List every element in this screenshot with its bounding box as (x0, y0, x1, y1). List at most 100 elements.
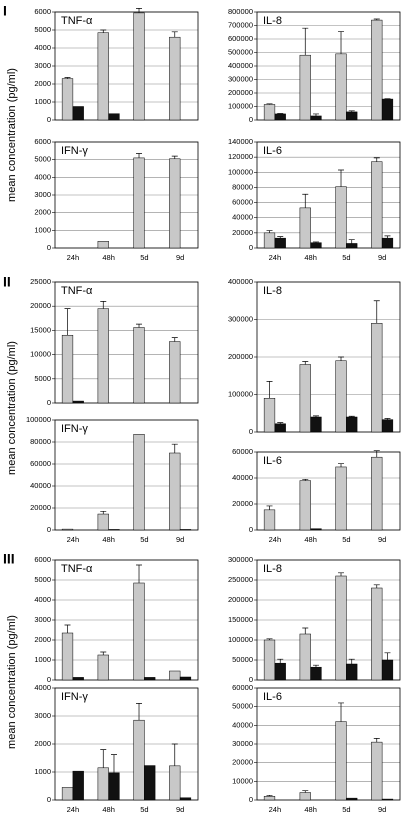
bar (72, 770, 84, 801)
plot-frame (256, 451, 401, 531)
bar (299, 54, 311, 121)
bar (61, 78, 74, 121)
error-bar (384, 652, 391, 660)
y-tick-label: 600000 (228, 34, 253, 43)
error-bar (384, 418, 391, 420)
error-bar (312, 113, 319, 116)
bar (133, 157, 145, 249)
error-bar (312, 664, 319, 668)
y-tick-label: 400000 (228, 277, 253, 286)
error-bar (373, 300, 380, 324)
error-bar (312, 241, 319, 243)
y-tick-label: 5000 (34, 374, 51, 383)
bar (371, 323, 383, 433)
x-tick-label: 24h (67, 253, 80, 262)
bar (72, 400, 84, 404)
bar (61, 334, 74, 404)
bar (97, 308, 109, 404)
bar (381, 798, 394, 801)
chart-title: IFN-γ (61, 423, 88, 435)
x-tick-label: 24h (67, 805, 80, 813)
y-axis-label: mean concentration (pg/ml) (6, 68, 18, 202)
error-bar (373, 738, 380, 743)
y-tick-label: 0 (47, 115, 51, 124)
y-tick-label: 3000 (34, 61, 51, 70)
bar (299, 364, 311, 433)
error-bar (136, 703, 143, 721)
error-bar (338, 702, 345, 722)
y-tick-label: 300000 (228, 555, 253, 564)
y-tick-label: 3000 (34, 615, 51, 624)
error-bar (100, 301, 107, 309)
error-bar (100, 29, 107, 33)
bar (310, 528, 322, 531)
bar (381, 237, 394, 249)
y-tick-label: 0 (47, 795, 51, 804)
error-bar (171, 743, 178, 766)
bar (169, 158, 181, 249)
bar (335, 575, 347, 681)
bar (335, 186, 347, 249)
y-tick-label: 4000 (34, 43, 51, 52)
chart-title: TNF-α (61, 285, 93, 297)
y-tick-label: 40000 (232, 720, 253, 729)
x-tick-label: 24h (67, 535, 80, 544)
error-bar (384, 235, 391, 239)
plot-frame (256, 687, 401, 801)
bar (97, 654, 109, 681)
y-tick-label: 0 (249, 525, 253, 534)
bar (335, 466, 347, 531)
x-tick-label: 24h (269, 805, 282, 813)
error-bar (64, 77, 71, 79)
y-tick-label: 80000 (232, 182, 253, 191)
error-bar (266, 505, 273, 510)
plot-frame (54, 559, 199, 681)
y-axis-label: mean concentration (pg/ml) (6, 615, 18, 749)
bar (169, 670, 181, 681)
y-tick-label: 2000 (34, 208, 51, 217)
y-tick-label: 200000 (228, 595, 253, 604)
x-tick-label: 5d (342, 253, 350, 262)
error-bar (373, 450, 380, 458)
bar (274, 113, 286, 121)
y-axis-label: mean concentration (pg/ml) (6, 341, 18, 475)
y-tick-label: 1000 (34, 225, 51, 234)
y-tick-label: 80000 (30, 437, 51, 446)
x-tick-label: 48h (102, 253, 115, 262)
chart-title: IL-8 (263, 563, 282, 575)
y-tick-label: 120000 (228, 152, 253, 161)
bar (335, 53, 347, 121)
bar (346, 797, 358, 801)
chart-title: TNF-α (61, 563, 93, 575)
bar (346, 243, 358, 249)
y-tick-label: 15000 (30, 325, 51, 334)
x-tick-label: 48h (304, 253, 317, 262)
bar (371, 456, 383, 531)
chart-title: IL-6 (263, 145, 282, 157)
y-tick-label: 1000 (34, 767, 51, 776)
y-tick-label: 0 (47, 525, 51, 534)
y-tick-label: 0 (47, 675, 51, 684)
error-bar (266, 794, 273, 797)
bar (310, 416, 322, 433)
error-bar (302, 790, 309, 793)
section-label: II (3, 274, 11, 290)
bar (97, 32, 109, 121)
bar (72, 677, 84, 681)
error-bar (312, 415, 319, 417)
error-bar (100, 510, 107, 515)
bar (299, 792, 311, 801)
plot-frame (256, 11, 401, 121)
error-bar (348, 415, 355, 417)
error-bar (100, 749, 107, 768)
error-bar (302, 27, 309, 56)
y-tick-label: 3000 (34, 711, 51, 720)
error-bar (266, 230, 273, 233)
y-tick-label: 1000 (34, 97, 51, 106)
y-tick-label: 5000 (34, 155, 51, 164)
bar (381, 98, 394, 121)
y-tick-label: 4000 (34, 595, 51, 604)
y-tick-label: 30000 (232, 739, 253, 748)
y-tick-label: 20000 (232, 758, 253, 767)
